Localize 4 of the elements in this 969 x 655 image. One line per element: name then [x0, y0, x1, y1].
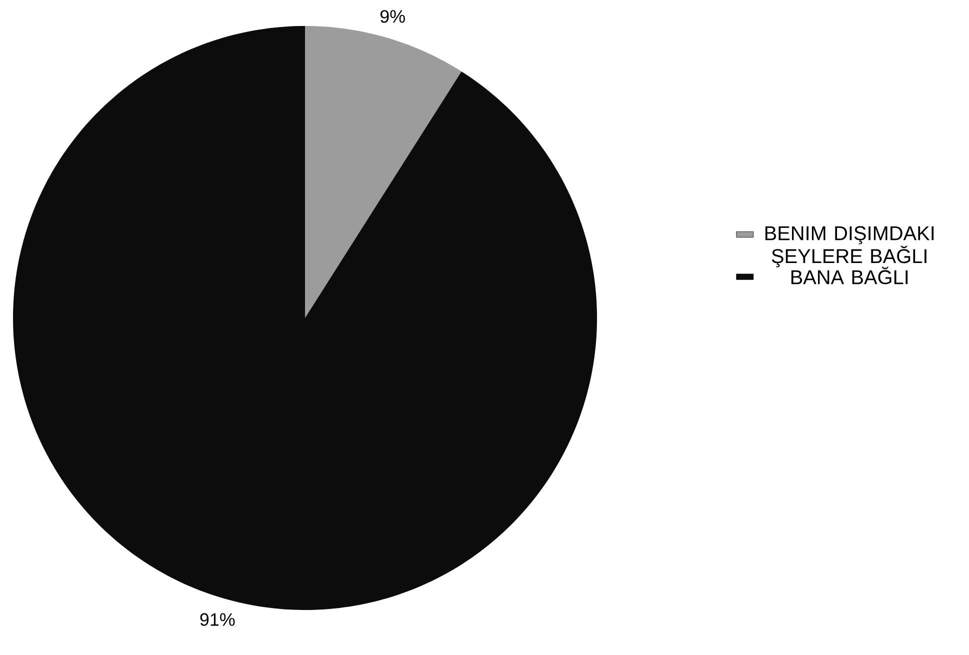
data-label: 91%: [200, 613, 235, 626]
data-label: 9%: [380, 10, 405, 23]
legend-label: BENIM DIŞIMDAKI ŞEYLERE BAĞLI: [765, 226, 934, 268]
legend-label: BANA BAĞLI: [791, 266, 908, 284]
